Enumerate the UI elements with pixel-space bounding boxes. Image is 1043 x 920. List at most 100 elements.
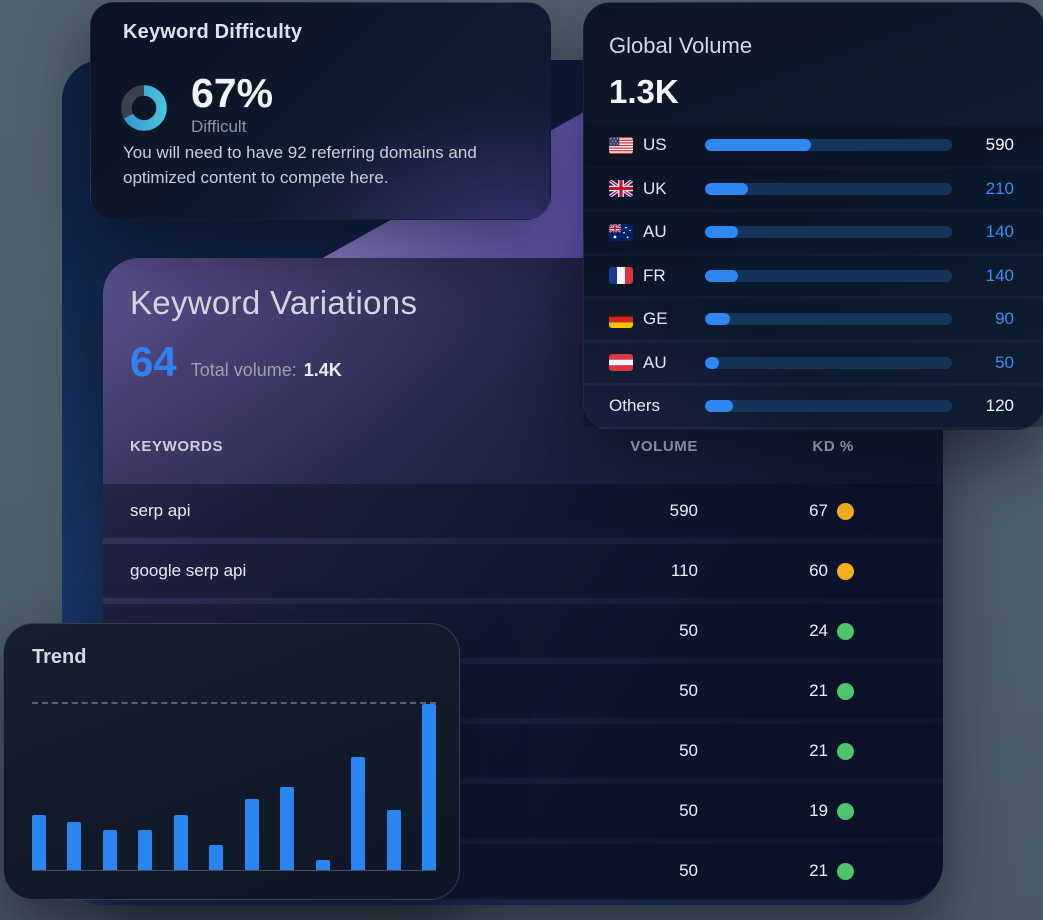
- trend-bar: [280, 787, 295, 870]
- volume-bar-track: [705, 356, 952, 369]
- kd-value: 21: [809, 681, 828, 700]
- kd-value: 24: [809, 621, 828, 640]
- trend-title: Trend: [32, 646, 87, 668]
- kd-cell: 24: [698, 621, 916, 641]
- column-header-volume: VOLUME: [630, 438, 698, 455]
- trend-bar: [102, 830, 117, 870]
- volume-bar-track: [705, 400, 952, 413]
- country-label: Others: [609, 396, 661, 416]
- country-volume-value: 210: [985, 178, 1014, 198]
- trend-bar: [421, 704, 436, 870]
- country-volume-value: 140: [985, 265, 1014, 285]
- keyword-table-row: serp api 590 67: [103, 481, 943, 541]
- global-volume-title: Global Volume: [609, 33, 753, 58]
- difficulty-level-label: Difficult: [191, 117, 247, 136]
- country-volume-value: 50: [995, 352, 1014, 372]
- kd-cell: 21: [698, 741, 916, 761]
- country-volume-value: 120: [985, 396, 1014, 416]
- kd-status-dot-icon: [837, 862, 854, 880]
- volume-bar-fill: [705, 269, 739, 282]
- country-volume-value: 140: [985, 222, 1014, 242]
- country-volume-row: AU 140: [584, 212, 1043, 253]
- total-volume-label: Total volume:: [190, 360, 297, 380]
- kd-status-dot-icon: [837, 562, 854, 580]
- country-label: AU: [643, 222, 667, 242]
- volume-bar-track: [705, 182, 952, 195]
- trend-bar: [244, 798, 259, 870]
- country-label: FR: [643, 265, 666, 285]
- keyword-cell: serp api: [130, 501, 191, 520]
- difficulty-donut-arc: [121, 85, 167, 131]
- flag-uk-icon: [609, 180, 633, 197]
- country-volume-row: FR 140: [584, 255, 1043, 296]
- kd-value: 19: [809, 801, 828, 820]
- trend-bar: [315, 860, 330, 870]
- trend-bar: [351, 757, 366, 870]
- column-header-keywords: KEYWORDS: [130, 438, 224, 455]
- trend-bar: [32, 815, 46, 870]
- country-volume-row: Others 120: [584, 386, 1043, 427]
- country-volume-row: GE 90: [584, 299, 1043, 340]
- kd-status-dot-icon: [837, 502, 854, 520]
- kd-cell: 21: [698, 681, 916, 701]
- flag-at-icon: [609, 354, 633, 371]
- volume-cell: 110: [670, 561, 698, 580]
- difficulty-percent: 67%: [191, 70, 274, 116]
- global-volume-list: US 590 UK 210 AU 140 FR 140: [584, 125, 1043, 430]
- kd-cell: 21: [698, 861, 916, 881]
- trend-bar: [138, 830, 153, 870]
- country-volume-value: 590: [985, 135, 1014, 155]
- country-label: GE: [643, 309, 668, 329]
- trend-bar: [386, 810, 401, 870]
- flag-au-icon: [609, 224, 633, 241]
- variations-count: 64: [130, 338, 177, 385]
- keyword-cell: google serp api: [130, 561, 247, 580]
- keyword-variations-card: Keyword Variations 64 Total volume: 1.4K…: [103, 258, 943, 900]
- keyword-variations-summary: 64 Total volume: 1.4K: [130, 338, 342, 386]
- country-volume-value: 90: [995, 309, 1014, 329]
- trend-bar-chart: [32, 702, 436, 871]
- volume-bar-fill: [705, 182, 749, 195]
- volume-bar-track: [705, 313, 952, 326]
- volume-cell: 50: [679, 681, 698, 700]
- kd-status-dot-icon: [837, 682, 854, 700]
- volume-cell: 590: [669, 501, 698, 520]
- volume-cell: 50: [679, 801, 698, 820]
- volume-cell: 50: [679, 861, 698, 880]
- keyword-table-row: google serp api 110 60: [103, 541, 943, 601]
- trend-bar: [173, 815, 188, 870]
- country-label: US: [643, 135, 667, 155]
- difficulty-donut-chart: [121, 85, 167, 136]
- global-volume-card: Global Volume 1.3K US 590 UK 210 AU 140: [583, 2, 1043, 430]
- keyword-variations-title: Keyword Variations: [130, 284, 418, 321]
- volume-cell: 50: [679, 621, 698, 640]
- flag-fr-icon: [609, 267, 633, 284]
- trend-bar: [209, 845, 224, 870]
- kd-cell: 67: [698, 501, 916, 521]
- kd-value: 21: [809, 861, 828, 880]
- volume-bar-fill: [705, 313, 730, 326]
- volume-bar-fill: [705, 139, 812, 152]
- country-label: AU: [643, 352, 667, 372]
- country-volume-row: UK 210: [584, 168, 1043, 209]
- kd-value: 60: [809, 561, 828, 580]
- total-volume-value: 1.4K: [303, 360, 342, 380]
- country-label: UK: [643, 178, 667, 198]
- keywords-table-body: serp api 590 67 google serp api 110 60 5…: [103, 481, 943, 900]
- volume-bar-fill: [705, 226, 739, 239]
- volume-bar-fill: [705, 400, 734, 413]
- flag-us-icon: [609, 137, 633, 154]
- kd-cell: 60: [698, 561, 916, 581]
- keyword-difficulty-card: Keyword Difficulty 67% Difficult You wil…: [90, 2, 551, 220]
- volume-cell: 50: [679, 741, 698, 760]
- volume-bar-track: [705, 269, 952, 282]
- volume-bar-track: [705, 139, 952, 152]
- kd-cell: 19: [698, 801, 916, 821]
- trend-card: Trend: [3, 623, 460, 900]
- global-volume-total: 1.3K: [609, 73, 679, 110]
- kd-value: 67: [809, 501, 828, 520]
- volume-bar-track: [705, 226, 952, 239]
- keywords-table-header: KEYWORDS VOLUME KD %: [103, 438, 943, 455]
- trend-bar: [67, 821, 82, 870]
